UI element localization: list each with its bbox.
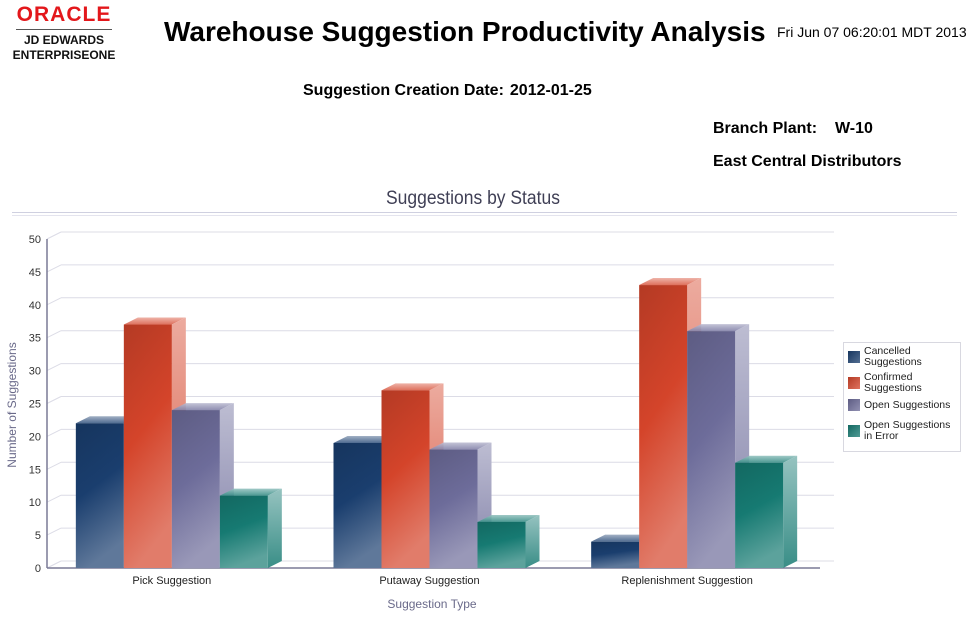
legend-label-line: Open Suggestions [864,419,951,431]
chart-title: Suggestions by Status [386,188,560,209]
x-axis-title: Suggestion Type [387,597,477,611]
bar-top [687,324,750,332]
bar [429,442,492,568]
bar-top [477,514,540,522]
bar-top [123,317,186,325]
y-axis-title: Number of Suggestions [5,342,19,467]
bar [171,403,234,568]
legend-swatch [848,425,860,437]
bar-top [381,383,444,391]
bar-side [783,455,798,568]
bar-top [171,403,234,411]
label-layer: Pick Suggestion Putaway Suggestion Repleni… [5,342,753,611]
branch-plant-value: W-10 [835,120,873,137]
y-tick-label: 20 [29,431,41,443]
bar-front [591,541,640,568]
gridline-side [46,264,62,273]
y-tick-label: 0 [35,563,41,575]
legend-label-line: in Error [864,430,899,442]
y-tick-label: 30 [29,366,41,378]
legend-label: Cancelled Suggestions [864,346,922,368]
logo-divider [16,29,112,30]
bar [477,514,540,568]
logo-line-1: JD EDWARDS [23,33,104,47]
gridline-side [46,527,62,536]
gridline-side [46,363,62,372]
gridline-side [46,231,62,240]
branch-plant-filter: Branch Plant: W-10 [713,119,873,138]
bar-front [477,521,526,568]
legend-label: Open Suggestions in Error [864,420,950,442]
legend-label-line: Confirmed [864,371,913,383]
bar-top [591,534,654,542]
y-tick-label: 40 [29,300,41,312]
x-tick-label: Pick Suggestion [132,575,211,587]
legend-label-line: Open Suggestions [864,398,951,411]
bar-top [219,488,282,496]
x-tick-label: Replenishment Suggestion [621,575,752,587]
branch-plant-label: Branch Plant: [713,120,818,137]
gridline-side [46,396,62,404]
bar-front [381,390,430,568]
y-tick-label: 45 [29,267,41,279]
x-tick-label: Putaway Suggestion [379,575,479,587]
bar-front [123,324,172,568]
bar-front [75,423,124,568]
bar-front [639,285,688,568]
y-tick-label: 50 [29,234,41,246]
creation-date-filter: Suggestion Creation Date: 2012-01-25 [303,81,592,100]
legend-label: Confirmed Suggestions [864,372,922,394]
legend-swatch [848,377,860,389]
gridline-side [46,494,62,503]
bar-front [219,495,268,568]
report-timestamp: Fri Jun 07 06:20:01 MDT 2013 [777,24,967,40]
legend-item: Open Suggestions [848,399,960,411]
legend-item: Confirmed Suggestions [848,372,960,394]
bar-front [735,462,784,568]
gridline-side [46,330,62,339]
branch-plant-name: East Central Distributors [713,153,902,170]
chart-title-divider [12,212,957,216]
legend-label: Open Suggestions [864,398,951,411]
gridline-side [46,428,62,437]
legend-swatch [848,399,860,411]
creation-date-value: 2012-01-25 [509,82,592,99]
legend-label-line: Suggestions [864,382,922,394]
legend-item: Open Suggestions in Error [848,420,960,442]
logo-brand: ORACLE [16,3,112,26]
bar-front [687,331,736,568]
bar [735,455,798,568]
bar [123,317,186,568]
chart-legend: Cancelled Suggestions Confirmed Suggestions… [843,342,961,452]
bar-front [429,449,478,568]
gridline-side [46,297,62,306]
bar-top [333,435,396,443]
legend-swatch [848,351,860,363]
legend-label-line: Suggestions [864,356,922,368]
y-tick-label: 10 [29,497,41,509]
y-tick-label: 15 [29,464,41,476]
gridline-side [46,560,62,569]
bar-top [75,416,138,424]
oracle-jde-logo: ORACLE JD EDWARDS ENTERPRISEONE [8,4,120,63]
legend-label-line: Cancelled [864,345,911,357]
logo-line-2: ENTERPRISEONE [12,48,116,62]
gridline-side [46,461,62,470]
report-title: Warehouse Suggestion Productivity Analys… [164,16,766,47]
bar-top [429,442,492,450]
bar [219,488,282,568]
bar-top [639,278,702,286]
y-tick-label: 25 [29,399,41,411]
y-tick-label: 35 [29,333,41,345]
bar-side [525,514,540,568]
creation-date-label: Suggestion Creation Date: [303,82,504,99]
bar-front [333,442,382,568]
bar-layer [75,278,798,568]
bar-top [735,455,798,463]
bar-side [267,488,282,568]
y-tick-label: 5 [35,530,41,542]
legend-item: Cancelled Suggestions [848,346,960,368]
bar-front [171,410,220,568]
